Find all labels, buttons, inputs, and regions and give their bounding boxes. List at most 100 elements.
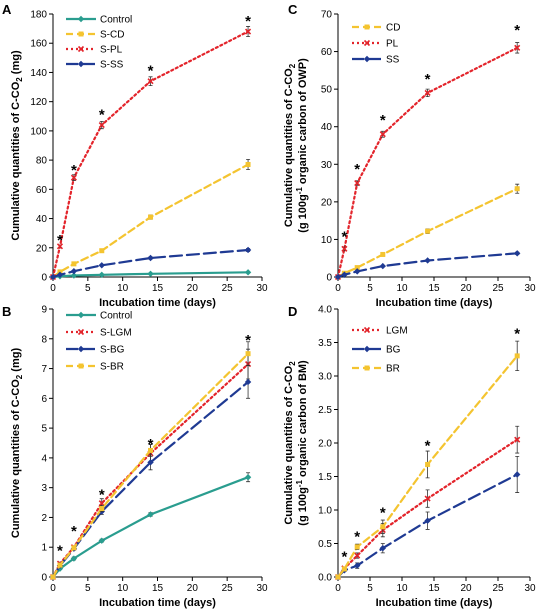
series-line xyxy=(336,46,519,279)
legend-label: S-LGM xyxy=(100,328,132,339)
x-tick-label: 0 xyxy=(335,583,341,594)
significance-star: * xyxy=(425,71,431,88)
y-tick-label: 9 xyxy=(41,305,47,316)
panel-a-letter: A xyxy=(2,2,12,17)
legend-label: S-SS xyxy=(100,60,124,71)
data-point xyxy=(98,271,105,279)
significance-star: * xyxy=(71,162,77,179)
significance-star: * xyxy=(99,106,105,123)
data-point xyxy=(70,174,77,181)
data-point xyxy=(245,351,251,357)
y-tick-label: 2.0 xyxy=(318,439,332,450)
significance-star: * xyxy=(514,22,520,39)
y-tick-label: 40 xyxy=(36,214,48,225)
legend-label: BG xyxy=(386,345,401,356)
x-tick-label: 20 xyxy=(187,283,199,294)
data-point xyxy=(425,228,431,234)
data-point xyxy=(424,517,431,524)
data-point xyxy=(245,28,252,35)
y-tick-label: 0 xyxy=(326,273,332,284)
legend: Control S-LGM S-BG S-BR xyxy=(66,311,132,373)
legend: Control S-CD S-PL S-SS xyxy=(66,15,132,71)
y-tick-label: 50 xyxy=(321,85,333,96)
legend-marker xyxy=(77,60,85,68)
legend: CD PL SS xyxy=(352,23,400,66)
x-tick-label: 5 xyxy=(85,283,91,294)
y-tick-label: 160 xyxy=(30,39,47,50)
panel-b: B 0 5 10 15 20 25 30 0 1 2 3 4 5 6 7 8 9 Incubation time … xyxy=(2,304,268,609)
data-point xyxy=(99,248,105,254)
significance-star: * xyxy=(148,63,154,80)
data-point xyxy=(98,262,105,269)
data-point xyxy=(379,131,386,138)
data-point xyxy=(514,353,520,359)
series-line xyxy=(51,380,250,579)
series-s-ss xyxy=(49,246,252,281)
x-tick-label: 25 xyxy=(492,583,504,594)
x-tick-label: 20 xyxy=(460,583,472,594)
x-axis-title: Incubation time (days) xyxy=(376,597,493,609)
panel-c: C 0 5 10 15 20 25 30 0 10 20 30 40 50 60 70 Incubation … xyxy=(283,2,536,309)
panel-a: A 0 5 10 15 20 25 30 0 20 40 60 80 100 120 140 160 180 In… xyxy=(2,2,268,309)
y-tick-label: 5 xyxy=(41,424,47,435)
data-point xyxy=(99,506,105,512)
significance-star: * xyxy=(380,112,386,129)
x-axis-title: Incubation time (days) xyxy=(99,597,216,609)
series-line xyxy=(51,363,250,579)
x-tick-label: 15 xyxy=(152,283,164,294)
series-line xyxy=(51,476,250,579)
significance-star: * xyxy=(57,232,63,249)
y-tick-label: 180 xyxy=(30,10,47,21)
x-tick-label: 10 xyxy=(117,283,129,294)
x-tick-label: 20 xyxy=(187,583,199,594)
y-tick-label: 20 xyxy=(321,197,333,208)
data-point xyxy=(354,268,361,275)
x-tick-label: 25 xyxy=(222,583,234,594)
data-point xyxy=(354,265,360,271)
x-tick-label: 10 xyxy=(117,583,129,594)
y-tick-label: 120 xyxy=(30,97,47,108)
legend-label: SS xyxy=(386,55,400,66)
legend-marker xyxy=(363,39,371,47)
y-tick-label: 6 xyxy=(41,394,47,405)
legend-label: Control xyxy=(100,15,132,26)
series-line xyxy=(51,30,250,279)
data-point xyxy=(334,273,342,281)
y-tick-label: 40 xyxy=(321,122,333,133)
significance-star: * xyxy=(341,549,347,566)
x-tick-label: 15 xyxy=(428,283,440,294)
x-tick-label: 10 xyxy=(396,283,408,294)
panel-d-letter: D xyxy=(288,304,297,319)
data-point xyxy=(341,566,347,572)
data-point xyxy=(335,574,341,580)
data-point xyxy=(70,555,78,562)
data-point xyxy=(380,524,386,530)
x-tick-label: 15 xyxy=(152,583,164,594)
data-point xyxy=(244,246,252,254)
y-tick-label: 30 xyxy=(321,160,333,171)
series-control xyxy=(49,472,252,581)
legend-label: CD xyxy=(386,23,400,34)
legend-marker xyxy=(78,31,84,37)
data-point xyxy=(380,251,386,257)
data-point xyxy=(148,447,154,453)
data-point xyxy=(71,545,77,551)
data-point xyxy=(514,250,521,257)
data-point xyxy=(244,474,252,481)
data-point xyxy=(57,562,63,568)
significance-star: * xyxy=(245,332,251,349)
data-point xyxy=(425,461,431,467)
x-tick-label: 30 xyxy=(256,583,268,594)
x-tick-label: 5 xyxy=(367,583,373,594)
plot-c-area: 0 5 10 15 20 25 30 0 10 20 30 40 50 60 70 Incubation ti… xyxy=(283,10,536,310)
plot-a-area: 0 5 10 15 20 25 30 0 20 40 60 80 100 120 140 160 180 Incu… xyxy=(10,10,268,310)
series-s-bg xyxy=(49,365,252,581)
y-tick-label: 8 xyxy=(41,334,47,345)
y-tick-label: 1.0 xyxy=(318,506,332,517)
data-point xyxy=(70,272,78,279)
series-line xyxy=(336,252,519,279)
legend-label: S-BG xyxy=(100,345,125,356)
data-point xyxy=(70,267,78,275)
series-br xyxy=(335,340,520,580)
significance-star: * xyxy=(341,229,347,246)
